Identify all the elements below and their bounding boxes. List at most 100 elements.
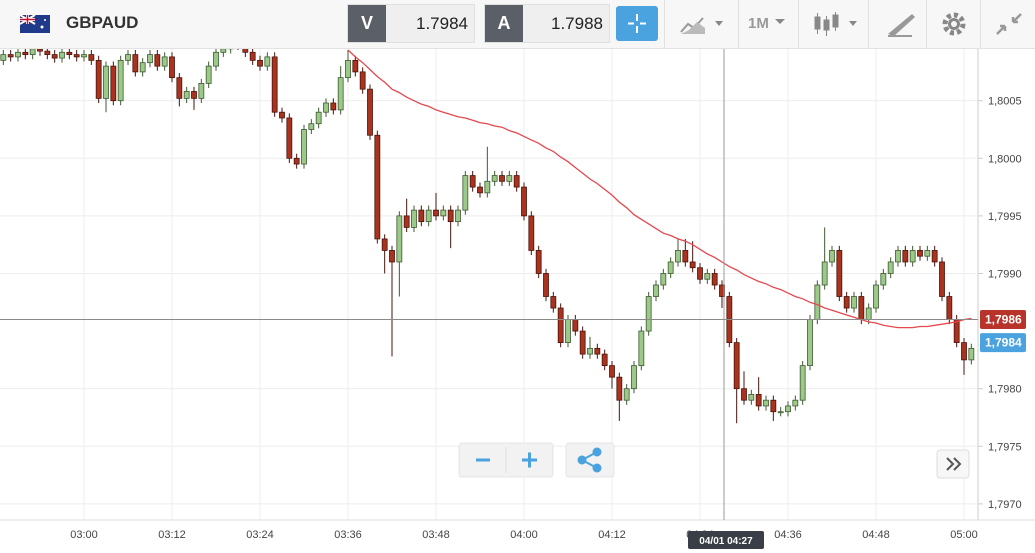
candle-body: [895, 250, 901, 263]
candle-body: [704, 273, 711, 280]
candle-body: [220, 49, 227, 53]
divider: [980, 0, 981, 48]
crosshair-time-box: [688, 531, 764, 549]
candle-body: [521, 186, 527, 217]
draw-button[interactable]: [882, 0, 922, 48]
candle-body: [535, 250, 542, 274]
candle-body: [939, 261, 945, 297]
timeframe-button[interactable]: 1M: [748, 15, 769, 32]
candle-body: [330, 102, 337, 111]
candle-body: [161, 56, 168, 67]
candle-body: [873, 284, 879, 309]
crosshair-button[interactable]: [616, 6, 658, 41]
candle-body: [777, 411, 784, 414]
candle-body: [755, 394, 762, 407]
candle-body: [609, 365, 615, 378]
candle-body: [821, 261, 828, 286]
candle-body: [616, 376, 623, 401]
candle-body: [227, 49, 234, 50]
candle-body: [169, 56, 175, 79]
dropdown-arrow: [775, 19, 785, 24]
candle-body: [389, 250, 395, 263]
ask-box[interactable]: A 1.7988: [484, 4, 610, 43]
candle-body: [887, 261, 894, 274]
price-marker: [980, 333, 1026, 353]
candle-body: [902, 250, 909, 263]
candle-body: [359, 71, 366, 90]
candle-body: [565, 319, 571, 343]
candle-body: [198, 83, 205, 99]
chart-type-button[interactable]: [675, 0, 735, 48]
bid-label: V: [348, 5, 386, 42]
candle-body: [132, 54, 139, 73]
moving-average: [347, 49, 972, 329]
settings-button[interactable]: [934, 0, 974, 48]
candle-body: [95, 59, 102, 99]
share-button[interactable]: [565, 442, 615, 478]
candle-body: [15, 51, 21, 58]
candle-body: [814, 284, 821, 320]
divider: [664, 0, 665, 48]
candle-body: [697, 267, 703, 280]
candle-body: [506, 175, 513, 182]
candle-body: [968, 347, 975, 361]
candle-body: [301, 129, 307, 165]
symbol: GBPAUD: [66, 13, 139, 32]
collapse-button[interactable]: [989, 0, 1029, 48]
bid-box[interactable]: V 1.7984: [347, 4, 475, 43]
candle-body: [799, 365, 806, 401]
zoom-in[interactable]: [522, 452, 537, 468]
candle-body: [154, 54, 161, 67]
y-tick-label: 1,7975: [988, 441, 1022, 453]
candle-body: [741, 388, 747, 401]
candle-body: [682, 250, 689, 263]
candle-body: [917, 250, 923, 257]
candle-body: [858, 296, 865, 320]
crosshair-time-label: 04/01 04:27: [699, 536, 753, 547]
price-marker-label: 1,7984: [985, 336, 1022, 350]
candle-body: [367, 88, 373, 136]
x-tick-label: 03:24: [246, 529, 274, 541]
y-tick-label: 1,7990: [988, 268, 1022, 280]
chart: 1,7970 1,7975 1,7980 1,7990 1,7995 1,8000 1,80…: [0, 49, 1035, 549]
candle-body: [22, 51, 29, 56]
divider: [798, 0, 799, 48]
candle-body: [73, 54, 80, 58]
candle-body: [396, 215, 403, 263]
candle-body: [447, 209, 454, 223]
candle-body: [961, 342, 967, 361]
candle-body: [851, 296, 857, 309]
divider: [926, 0, 927, 48]
candle-body: [491, 175, 498, 182]
x-tick-label: 03:12: [158, 529, 186, 541]
y-tick-label: 1,8005: [988, 96, 1022, 108]
candle-body: [403, 215, 410, 228]
candle-body: [213, 51, 219, 67]
candle-body: [433, 209, 439, 217]
candle-body: [660, 273, 667, 286]
candle-body: [631, 365, 637, 390]
candle-body: [440, 209, 447, 217]
y-tick-label: 1,7995: [988, 211, 1022, 223]
x-tick-label: 04:36: [774, 529, 802, 541]
candle-body: [462, 175, 469, 211]
candle-type-button[interactable]: [808, 0, 868, 48]
candle-body: [865, 307, 872, 320]
candle-body: [425, 209, 432, 223]
x-tick-label: 04:48: [862, 529, 890, 541]
toolbar: GBPAUD V 1.7984 A 1.7988 1M: [0, 0, 1035, 49]
candle-body: [675, 250, 681, 263]
candle-body: [308, 123, 315, 130]
x-tick-label: 03:36: [334, 529, 362, 541]
ask-label: A: [485, 5, 523, 42]
candle-body: [51, 54, 58, 59]
candle-body: [792, 399, 799, 407]
zoom-controls: [458, 442, 970, 479]
candle-body: [337, 77, 344, 111]
candle-body: [689, 261, 696, 269]
candle-body: [579, 330, 586, 355]
candle-body: [29, 49, 36, 56]
candle-body: [667, 261, 674, 274]
candle-body: [88, 54, 95, 61]
divider: [738, 0, 739, 48]
